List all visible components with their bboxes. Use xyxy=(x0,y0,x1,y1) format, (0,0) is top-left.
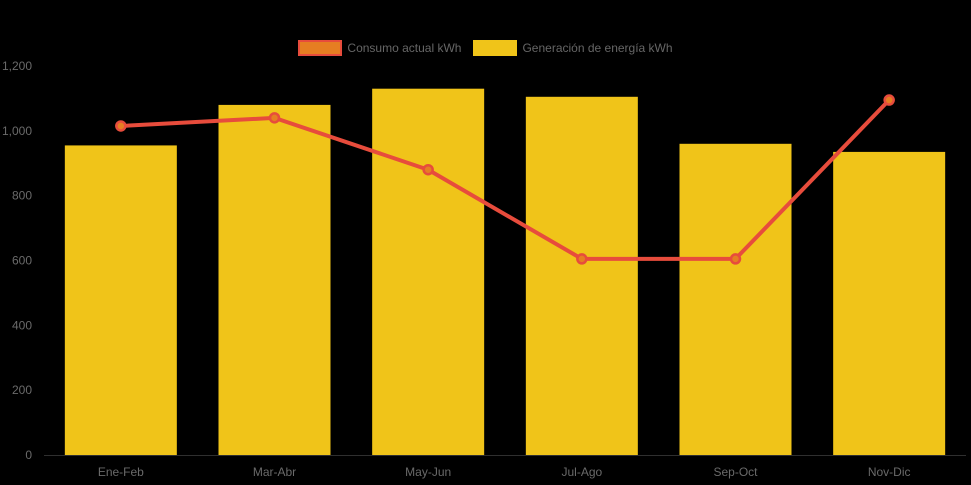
legend: Consumo actual kWh Generación de energía… xyxy=(0,40,971,56)
bar-mar-abr[interactable] xyxy=(218,104,331,456)
bar-jul-ago[interactable] xyxy=(525,96,638,455)
line-marker-mar-abr[interactable] xyxy=(268,112,281,124)
line-marker-sep-oct[interactable] xyxy=(729,253,742,265)
y-tick-label: 1,000 xyxy=(2,124,32,138)
line-marker-may-jun[interactable] xyxy=(422,163,434,176)
y-tick-label: 800 xyxy=(12,189,32,203)
bar-may-jun[interactable] xyxy=(372,88,485,456)
y-tick-label: 1,200 xyxy=(2,59,32,73)
legend-swatch-generacion-icon xyxy=(473,40,518,56)
x-axis-label: Sep-Oct xyxy=(713,465,758,479)
y-tick-label: 0 xyxy=(25,448,32,462)
legend-label-consumo: Consumo actual kWh xyxy=(347,41,462,55)
y-tick-label: 400 xyxy=(12,318,32,332)
x-axis-label: Jul-Ago xyxy=(561,465,602,479)
bar-nov-dic[interactable] xyxy=(833,151,946,455)
x-axis-label: Ene-Feb xyxy=(98,465,144,479)
legend-label-generacion: Generación de energía kWh xyxy=(522,41,673,55)
consumption-line xyxy=(118,98,892,261)
bar-sep-oct[interactable] xyxy=(679,143,792,456)
legend-item-consumo-actual[interactable]: Consumo actual kWh xyxy=(298,40,461,56)
y-tick-label: 600 xyxy=(12,254,32,268)
legend-swatch-consumo-icon xyxy=(298,40,343,56)
bar-ene-feb[interactable] xyxy=(64,145,177,455)
x-axis-label: Mar-Abr xyxy=(253,465,296,479)
x-axis-label: Nov-Dic xyxy=(868,465,911,479)
line-marker-jul-ago[interactable] xyxy=(576,253,588,265)
y-tick-label: 200 xyxy=(12,383,32,397)
x-axis-label: May-Jun xyxy=(405,465,451,479)
legend-item-generacion-energia[interactable]: Generación de energía kWh xyxy=(473,40,673,56)
line-marker-ene-feb[interactable] xyxy=(115,120,127,132)
line-marker-nov-dic[interactable] xyxy=(883,94,895,106)
